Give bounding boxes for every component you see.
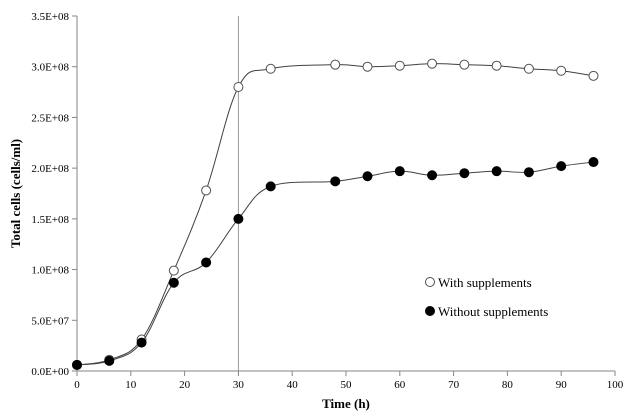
data-point-with-supplements <box>233 82 244 92</box>
data-point-without-supplements <box>201 257 212 268</box>
data-point-with-supplements <box>362 61 373 72</box>
legend-label-with-supplements: With supplements <box>438 275 532 290</box>
y-tick-label: 2.5E+08 <box>31 112 69 124</box>
data-point-with-supplements <box>168 265 179 276</box>
data-point-without-supplements <box>362 171 373 182</box>
x-tick-label: 50 <box>341 379 353 391</box>
data-point-with-supplements <box>588 70 599 81</box>
data-point-with-supplements <box>523 63 534 74</box>
x-tick-label: 10 <box>125 379 137 391</box>
data-point-with-supplements <box>201 185 212 196</box>
x-tick-label: 90 <box>556 379 568 391</box>
y-tick-label: 0.0E+00 <box>31 366 69 378</box>
x-tick-label: 100 <box>607 379 623 391</box>
y-axis-title: Total cells (cells/ml) <box>8 139 23 248</box>
data-point-without-supplements <box>233 213 244 224</box>
x-tick-label: 70 <box>448 379 460 391</box>
y-tick-label: 1.5E+08 <box>31 214 69 226</box>
data-point-without-supplements <box>491 166 502 177</box>
data-point-without-supplements <box>330 176 341 187</box>
x-tick-label: 60 <box>394 379 406 391</box>
data-point-with-supplements <box>394 60 405 71</box>
legend: With supplements Without supplements <box>425 275 548 319</box>
x-axis-title: Time (h) <box>322 396 370 411</box>
data-point-without-supplements <box>104 355 115 366</box>
data-point-without-supplements <box>459 168 470 179</box>
data-point-with-supplements <box>427 58 438 69</box>
data-point-with-supplements <box>265 63 276 74</box>
data-point-without-supplements <box>523 167 534 178</box>
series-line-without-supplements <box>76 161 594 366</box>
data-point-with-supplements <box>459 59 470 70</box>
data-point-without-supplements <box>265 181 276 192</box>
x-tick-label: 0 <box>74 379 80 391</box>
x-tick-label: 40 <box>287 379 299 391</box>
data-point-with-supplements <box>556 65 567 76</box>
y-tick-label: 3.0E+08 <box>31 62 69 74</box>
data-point-without-supplements <box>588 157 599 168</box>
data-point-with-supplements <box>491 60 502 71</box>
x-tick-label: 80 <box>502 379 514 391</box>
legend-marker-with-supplements <box>425 277 435 287</box>
data-point-without-supplements <box>427 170 438 181</box>
data-point-without-supplements <box>394 166 405 177</box>
y-tick-label: 1.0E+08 <box>31 265 69 277</box>
data-point-without-supplements <box>72 359 82 370</box>
x-tick-label: 20 <box>179 379 191 391</box>
data-point-without-supplements <box>136 337 147 348</box>
y-tick-label: 2.0E+08 <box>31 163 69 175</box>
y-tick-label: 5.0E+07 <box>31 315 69 327</box>
y-tick-label: 3.5E+08 <box>31 11 69 23</box>
legend-marker-without-supplements <box>425 306 435 316</box>
legend-label-without-supplements: Without supplements <box>438 304 548 319</box>
data-point-without-supplements <box>556 161 567 172</box>
data-point-with-supplements <box>330 59 341 70</box>
x-tick-label: 30 <box>233 379 245 391</box>
data-point-without-supplements <box>168 277 179 288</box>
